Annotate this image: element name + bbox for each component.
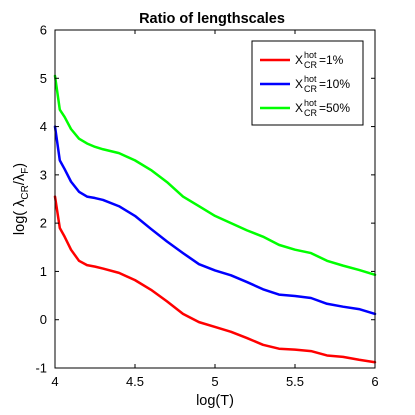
x-tick-label: 4.5 [126,374,144,389]
series-line-1 [53,195,377,364]
y-axis-label-text: log( λCR/λF) [12,163,31,235]
chart-title: Ratio of lengthscales [139,11,285,27]
x-axis-label: log(T) [196,393,234,409]
legend-label-3: X [295,101,303,115]
x-tick-label: 5 [211,374,218,389]
y-tick-label: 5 [40,71,47,86]
series-layer [53,74,377,364]
y-tick-label: 1 [40,264,47,279]
x-tick-label: 5.5 [286,374,304,389]
series-line-2 [53,125,377,316]
legend-label-sup-1: hot [304,50,317,60]
legend-label-suffix-1: =1% [319,53,344,67]
tick-layer: 4 4.5 5 5.5 6 -1 0 1 2 3 4 5 6 [35,23,378,390]
x-tick-label: 6 [371,374,378,389]
legend-label-sub-2: CR [304,84,317,94]
y-tick-label: 3 [40,167,47,182]
y-tick-label: 2 [40,216,47,231]
y-tick-label: 0 [40,312,47,327]
legend-label-suffix-2: =10% [319,77,350,91]
legend-label-1: X [295,53,303,67]
series-line-3 [53,74,377,277]
y-tick-label: 6 [40,23,47,38]
legend-label-sup-3: hot [304,98,317,108]
y-axis-label: log( λCR/λF) [12,163,31,235]
y-tick-label: 4 [40,119,47,134]
legend-label-suffix-3: =50% [319,101,350,115]
y-tick-label: -1 [35,361,47,376]
x-tick-label: 4 [51,374,58,389]
legend-label-sub-3: CR [304,108,317,118]
legend-label-sup-2: hot [304,74,317,84]
legend-label-sub-1: CR [304,60,317,70]
legend-label-2: X [295,77,303,91]
